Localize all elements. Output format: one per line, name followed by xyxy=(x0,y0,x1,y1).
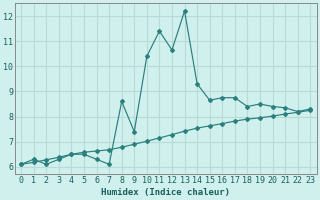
X-axis label: Humidex (Indice chaleur): Humidex (Indice chaleur) xyxy=(101,188,230,197)
